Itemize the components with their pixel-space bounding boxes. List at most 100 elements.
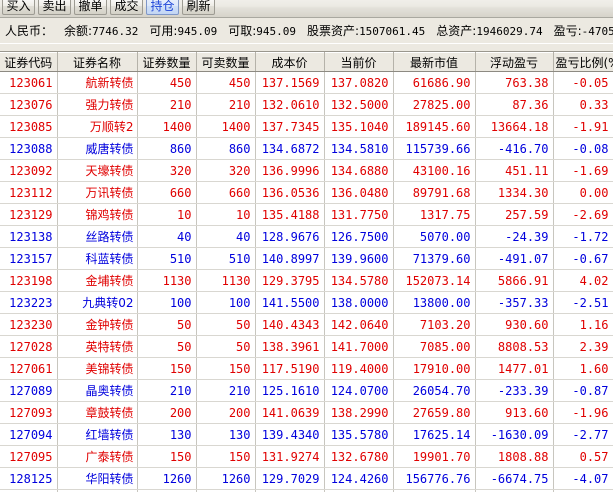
cell-r2-c4: 137.7345: [255, 115, 325, 138]
column-header-5[interactable]: 当前价: [324, 52, 394, 72]
column-header-3[interactable]: 可卖数量: [196, 52, 256, 72]
cell-r2-c8: -1.91: [553, 115, 613, 138]
column-header-1[interactable]: 证券名称: [57, 52, 138, 72]
table-row[interactable]: 127028 英特转债 50 50 138.3961 141.7000 7085.00 880…: [0, 335, 613, 358]
table-row[interactable]: 123230 金钟转债 50 50 140.4343 142.0640 7103.20 930…: [0, 313, 613, 336]
cell-r10-c0: 123223: [0, 291, 58, 314]
cell-r7-c5: 126.7500: [324, 225, 394, 248]
cell-r10-c3: 100: [196, 291, 256, 314]
table-row[interactable]: 123092 天壕转债 320 320 136.9996 134.6880 43100.16…: [0, 159, 613, 182]
cell-r0-c3: 450: [196, 71, 256, 94]
cell-r2-c0: 123085: [0, 115, 58, 138]
account-field: 盈亏:-4705.38: [554, 24, 613, 38]
cell-r3-c8: -0.08: [553, 137, 613, 160]
toolbar-divider: [0, 44, 613, 52]
table-row[interactable]: 123157 科蓝转债 510 510 140.8997 139.9600 71379.60…: [0, 247, 613, 270]
cell-r10-c1: 九典转02: [57, 291, 138, 314]
column-header-7[interactable]: 浮动盈亏: [475, 52, 554, 72]
cell-r15-c6: 27659.80: [393, 401, 476, 424]
toolbar-button-sell[interactable]: 卖出: [38, 0, 71, 15]
table-row[interactable]: 123061 航新转债 450 450 137.1569 137.0820 61686.90…: [0, 71, 613, 94]
table-row[interactable]: 123088 威唐转债 860 860 134.6872 134.5810 115739.6…: [0, 137, 613, 160]
account-field: 股票资产:1507061.45: [307, 24, 425, 38]
table-row[interactable]: 127095 广泰转债 150 150 131.9274 132.6780 19901.70…: [0, 445, 613, 468]
toolbar-button-holdings[interactable]: 持仓: [146, 0, 179, 15]
cell-r1-c0: 123076: [0, 93, 58, 116]
account-field: 可用:945.09: [149, 24, 217, 38]
cell-r19-c2: 20: [137, 489, 197, 492]
table-row[interactable]: 127093 章鼓转债 200 200 141.0639 138.2990 27659.80…: [0, 401, 613, 424]
table-row[interactable]: 123198 金埔转债 1130 1130 129.3795 134.5780 152073…: [0, 269, 613, 292]
cell-r8-c3: 510: [196, 247, 256, 270]
cell-r7-c1: 丝路转债: [57, 225, 138, 248]
account-field: 余额:7746.32: [64, 24, 138, 38]
toolbar-button-refresh[interactable]: 刷新: [182, 0, 215, 15]
column-header-2[interactable]: 证券数量: [137, 52, 197, 72]
cell-r14-c5: 124.0700: [324, 379, 394, 402]
account-field-value: -4705.38: [581, 25, 613, 38]
cell-r0-c7: 763.38: [475, 71, 554, 94]
column-header-0[interactable]: 证券代码: [0, 52, 58, 72]
cell-r13-c1: 美锦转债: [57, 357, 138, 380]
column-header-4[interactable]: 成本价: [255, 52, 325, 72]
cell-r4-c3: 320: [196, 159, 256, 182]
cell-r3-c5: 134.5810: [324, 137, 394, 160]
cell-r15-c7: 913.60: [475, 401, 554, 424]
cell-r11-c2: 50: [137, 313, 197, 336]
cell-r6-c3: 10: [196, 203, 256, 226]
cell-r17-c0: 127095: [0, 445, 58, 468]
cell-r1-c4: 132.0610: [255, 93, 325, 116]
table-row[interactable]: 128125 华阳转债 1260 1260 129.7029 124.4260 156776…: [0, 467, 613, 490]
cell-r9-c8: 4.02: [553, 269, 613, 292]
cell-r6-c8: -2.69: [553, 203, 613, 226]
cell-r14-c0: 127089: [0, 379, 58, 402]
cell-r7-c3: 40: [196, 225, 256, 248]
toolbar-button-cancel-order[interactable]: 撤单: [74, 0, 107, 15]
cell-r14-c1: 晶奥转债: [57, 379, 138, 402]
table-row[interactable]: 123085 万顺转2 1400 1400 137.7345 135.1040 189145…: [0, 115, 613, 138]
cell-r12-c3: 50: [196, 335, 256, 358]
cell-r14-c8: -0.87: [553, 379, 613, 402]
account-field: 总资产:1946029.74: [436, 24, 542, 38]
cell-r15-c8: -1.96: [553, 401, 613, 424]
cell-r1-c7: 87.36: [475, 93, 554, 116]
column-header-6[interactable]: 最新市值: [393, 52, 476, 72]
cell-r13-c5: 119.4000: [324, 357, 394, 380]
cell-r12-c6: 7085.00: [393, 335, 476, 358]
cell-r5-c2: 660: [137, 181, 197, 204]
cell-r8-c0: 123157: [0, 247, 58, 270]
toolbar-button-buy[interactable]: 买入: [2, 0, 35, 15]
column-header-8[interactable]: 盈亏比例(%): [553, 52, 613, 72]
table-row[interactable]: 123138 丝路转债 40 40 128.9676 126.7500 5070.00 -24…: [0, 225, 613, 248]
cell-r9-c0: 123198: [0, 269, 58, 292]
table-row[interactable]: 127089 晶奥转债 210 210 125.1610 124.0700 26054.70…: [0, 379, 613, 402]
cell-r3-c3: 860: [196, 137, 256, 160]
account-field-label: 盈亏:: [553, 24, 582, 38]
cell-r16-c3: 130: [196, 423, 256, 446]
cell-r12-c7: 8808.53: [475, 335, 554, 358]
cell-r8-c6: 71379.60: [393, 247, 476, 270]
table-row[interactable]: 123076 强力转债 210 210 132.0610 132.5000 27825.00…: [0, 93, 613, 116]
table-row[interactable]: 127094 红墙转债 130 130 139.4340 135.5780 17625.14…: [0, 423, 613, 446]
toolbar-button-transactions[interactable]: 成交: [110, 0, 143, 15]
cell-r2-c6: 189145.60: [393, 115, 476, 138]
cell-r13-c6: 17910.00: [393, 357, 476, 380]
table-row[interactable]: 123223 九典转02 100 100 141.5500 138.0000 13800.0…: [0, 291, 613, 314]
cell-r4-c4: 136.9996: [255, 159, 325, 182]
cell-r2-c5: 135.1040: [324, 115, 394, 138]
cell-r5-c0: 123112: [0, 181, 58, 204]
table-row[interactable]: 123112 万讯转债 660 660 136.0536 136.0480 89791.68…: [0, 181, 613, 204]
cell-r11-c1: 金钟转债: [57, 313, 138, 336]
cell-r18-c6: 156776.76: [393, 467, 476, 490]
cell-r8-c8: -0.67: [553, 247, 613, 270]
table-row[interactable]: 128136立讯转债2020135.5463133.93802678.76388…: [0, 489, 613, 492]
cell-r19-c1: 立讯转债: [57, 489, 138, 492]
table-row[interactable]: 127061 美锦转债 150 150 117.5190 119.4000 17910.00…: [0, 357, 613, 380]
cell-r7-c0: 123138: [0, 225, 58, 248]
cell-r5-c7: 1334.30: [475, 181, 554, 204]
cell-r15-c3: 200: [196, 401, 256, 424]
cell-r0-c6: 61686.90: [393, 71, 476, 94]
cell-r16-c8: -2.77: [553, 423, 613, 446]
table-row[interactable]: 123129 锦鸡转债 10 10 135.4188 131.7750 1317.75 257…: [0, 203, 613, 226]
